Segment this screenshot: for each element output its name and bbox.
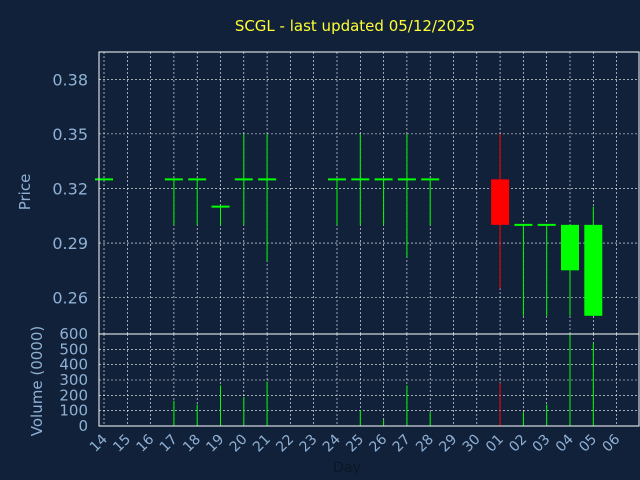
- x-tick-label: 18: [180, 432, 204, 456]
- x-tick-label: 01: [483, 432, 507, 456]
- x-tick-label: 14: [87, 431, 111, 455]
- x-tick-label: 03: [530, 432, 554, 456]
- volume-y-tick-label: 400: [59, 356, 88, 374]
- x-tick-label: 15: [110, 432, 134, 456]
- volume-axis-label: Volume (0000): [28, 326, 46, 436]
- x-tick-label: 23: [297, 432, 321, 456]
- x-tick-label: 16: [134, 431, 158, 455]
- volume-grid: [99, 333, 639, 427]
- price-y-tick-label: 0.32: [52, 179, 88, 198]
- price-y-tick-label: 0.26: [52, 289, 88, 308]
- x-tick-label: 20: [227, 432, 251, 456]
- x-tick-label: 05: [576, 432, 600, 456]
- volume-y-tick-label: 100: [59, 402, 88, 420]
- price-grid: [99, 52, 639, 334]
- price-y-tick-label: 0.29: [52, 234, 88, 253]
- price-y-tick-label: 0.38: [52, 70, 88, 89]
- price-panel-frame: [98, 51, 640, 335]
- x-tick-label: 17: [157, 432, 181, 456]
- volume-y-tick-label: 200: [59, 386, 88, 404]
- x-tick-label: 27: [390, 432, 414, 456]
- x-tick-label: 30: [460, 432, 484, 456]
- x-tick-label: 21: [250, 432, 274, 456]
- x-tick-label: 25: [343, 432, 367, 456]
- volume-panel-frame: [98, 333, 640, 427]
- volume-y-tick-label: 500: [59, 340, 88, 358]
- x-axis: 14 15 16 17 18 19 20 21 22 23 24 25 26 27 28 29 30 01 02 03…: [87, 431, 624, 455]
- x-tick-label: 02: [506, 432, 530, 456]
- candle-body: [491, 179, 510, 225]
- candle-body: [561, 224, 579, 271]
- volume-y-tick-label: 300: [59, 371, 88, 389]
- volume-y-tick-label: 0: [78, 417, 88, 435]
- x-tick-label: 24: [320, 431, 344, 455]
- x-tick-label: 19: [203, 432, 227, 456]
- price-axis-label: Price: [16, 174, 34, 211]
- volume-y-tick-label: 600: [59, 325, 88, 343]
- x-tick-label: 06: [600, 431, 624, 455]
- x-tick-label: 29: [436, 432, 460, 456]
- x-tick-label: 22: [273, 432, 297, 456]
- candle-body: [584, 224, 603, 316]
- x-axis-label: Day: [333, 460, 361, 476]
- chart-title: SCGL - last updated 05/12/2025: [235, 17, 475, 35]
- x-tick-label: 28: [413, 432, 437, 456]
- candlestick-series: [95, 133, 603, 316]
- price-y-tick-label: 0.35: [52, 125, 88, 144]
- price-y-axis: 0.38 0.35 0.32 0.29 0.26: [52, 70, 88, 307]
- x-tick-label: 04: [553, 431, 577, 455]
- x-tick-label: 26: [367, 431, 391, 455]
- volume-series: [103, 334, 594, 426]
